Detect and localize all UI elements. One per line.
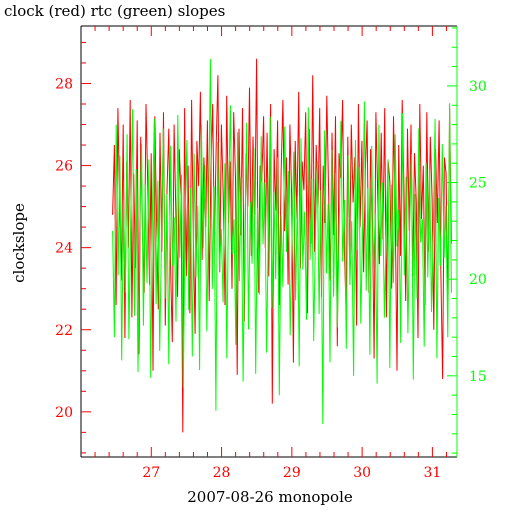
y2-tick-label: 30	[469, 79, 487, 95]
y2-tick-label: 15	[469, 369, 487, 385]
x-axis-label: 2007-08-26 monopole	[187, 488, 353, 506]
series-line-rtc	[112, 58, 452, 425]
chart-title: clock (red) rtc (green) slopes	[4, 2, 225, 20]
series-group	[112, 58, 452, 433]
axes-group: 27 28 29 30 31 20 22 24 26 28 15 20 25 30	[55, 25, 487, 481]
x-tick-label: 27	[142, 465, 160, 481]
y-tick-label: 28	[55, 76, 73, 92]
y-tick-label: 24	[55, 241, 73, 257]
y2-tick-label: 20	[469, 272, 487, 288]
y2-tick-label: 25	[469, 176, 487, 192]
y-tick-label: 20	[55, 405, 73, 421]
y-tick-label: 26	[55, 159, 73, 175]
y-tick-label: 22	[55, 323, 73, 339]
x-tick-label: 29	[283, 465, 301, 481]
x-tick-label: 28	[213, 465, 231, 481]
x-tick-label: 31	[423, 465, 441, 481]
x-tick-label: 30	[353, 465, 371, 481]
y-axis-label: clockslope	[10, 203, 28, 283]
